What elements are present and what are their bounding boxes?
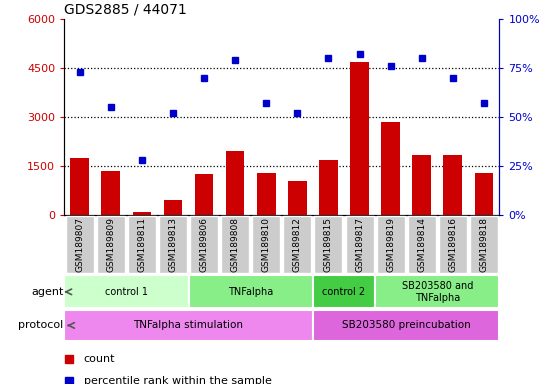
Text: control 1: control 1 bbox=[105, 287, 148, 297]
Text: GSM189814: GSM189814 bbox=[417, 217, 426, 272]
Text: GSM189818: GSM189818 bbox=[479, 217, 488, 272]
Text: percentile rank within the sample: percentile rank within the sample bbox=[84, 376, 272, 384]
Text: SB203580 preincubation: SB203580 preincubation bbox=[341, 320, 470, 331]
FancyBboxPatch shape bbox=[313, 275, 375, 308]
Bar bbox=[257, 173, 276, 215]
Bar bbox=[350, 62, 369, 215]
Text: GSM189806: GSM189806 bbox=[200, 217, 209, 272]
Bar bbox=[163, 200, 182, 215]
FancyBboxPatch shape bbox=[221, 216, 249, 273]
FancyBboxPatch shape bbox=[470, 216, 498, 273]
FancyBboxPatch shape bbox=[66, 216, 94, 273]
Text: agent: agent bbox=[31, 287, 64, 297]
Text: TNFalpha stimulation: TNFalpha stimulation bbox=[133, 320, 243, 331]
FancyBboxPatch shape bbox=[408, 216, 436, 273]
Bar bbox=[474, 173, 493, 215]
Bar bbox=[381, 122, 400, 215]
Text: protocol: protocol bbox=[18, 320, 64, 331]
FancyBboxPatch shape bbox=[64, 275, 189, 308]
Text: TNFalpha: TNFalpha bbox=[228, 287, 273, 297]
Bar bbox=[444, 155, 462, 215]
Text: GSM189807: GSM189807 bbox=[75, 217, 84, 272]
Text: GSM189809: GSM189809 bbox=[107, 217, 116, 272]
Text: SB203580 and
TNFalpha: SB203580 and TNFalpha bbox=[402, 281, 473, 303]
FancyBboxPatch shape bbox=[283, 216, 311, 273]
Text: control 2: control 2 bbox=[323, 287, 365, 297]
Bar bbox=[102, 171, 120, 215]
Text: GSM189811: GSM189811 bbox=[137, 217, 146, 272]
FancyBboxPatch shape bbox=[377, 216, 405, 273]
Text: GSM189816: GSM189816 bbox=[448, 217, 457, 272]
FancyBboxPatch shape bbox=[315, 216, 343, 273]
FancyBboxPatch shape bbox=[375, 275, 499, 308]
Bar bbox=[288, 181, 307, 215]
Text: GSM189819: GSM189819 bbox=[386, 217, 395, 272]
Text: GDS2885 / 44071: GDS2885 / 44071 bbox=[64, 3, 187, 17]
FancyBboxPatch shape bbox=[345, 216, 373, 273]
Text: GSM189817: GSM189817 bbox=[355, 217, 364, 272]
FancyBboxPatch shape bbox=[190, 216, 218, 273]
FancyBboxPatch shape bbox=[128, 216, 156, 273]
Text: GSM189810: GSM189810 bbox=[262, 217, 271, 272]
Bar bbox=[226, 151, 244, 215]
FancyBboxPatch shape bbox=[97, 216, 125, 273]
Bar bbox=[70, 158, 89, 215]
Text: count: count bbox=[84, 354, 116, 364]
Text: GSM189813: GSM189813 bbox=[169, 217, 177, 272]
FancyBboxPatch shape bbox=[159, 216, 187, 273]
FancyBboxPatch shape bbox=[439, 216, 466, 273]
Bar bbox=[412, 155, 431, 215]
FancyBboxPatch shape bbox=[189, 275, 313, 308]
Bar bbox=[133, 212, 151, 215]
FancyBboxPatch shape bbox=[313, 310, 499, 341]
Bar bbox=[195, 174, 213, 215]
FancyBboxPatch shape bbox=[252, 216, 280, 273]
Text: GSM189815: GSM189815 bbox=[324, 217, 333, 272]
FancyBboxPatch shape bbox=[64, 310, 313, 341]
Text: GSM189812: GSM189812 bbox=[293, 217, 302, 272]
Bar bbox=[319, 160, 338, 215]
Text: GSM189808: GSM189808 bbox=[230, 217, 239, 272]
